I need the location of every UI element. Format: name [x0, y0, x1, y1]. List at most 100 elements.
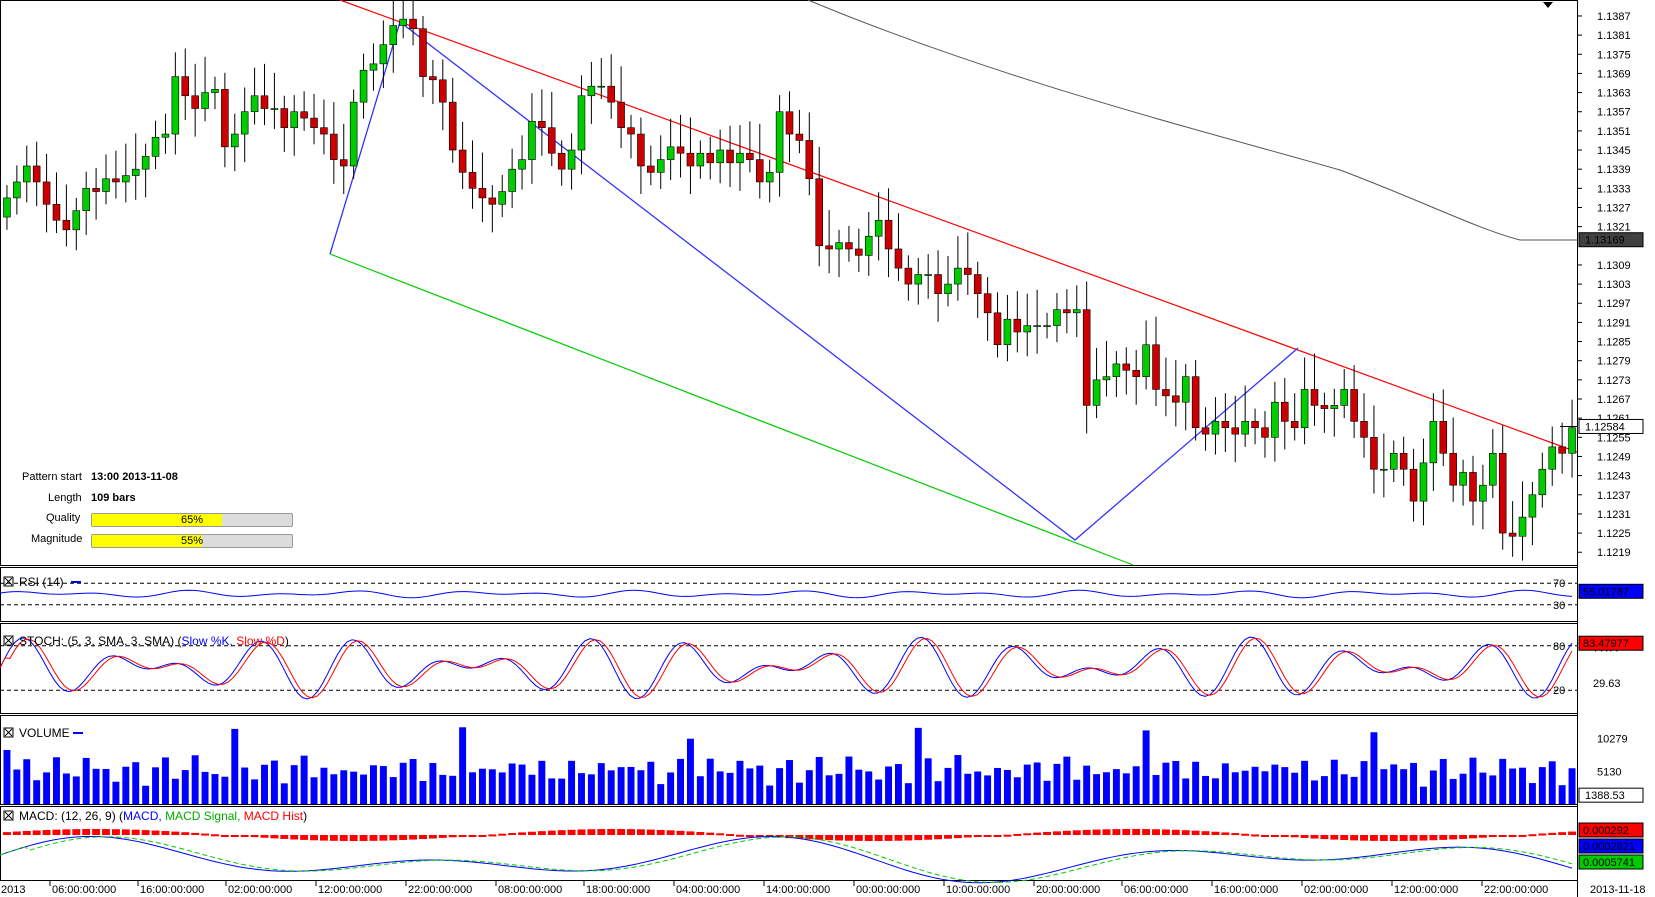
time-tick-label: 10:00:00:000 [946, 884, 1010, 896]
price-tick-label: 1.1327 [1597, 202, 1631, 214]
stoch-close-icon[interactable] [3, 635, 14, 646]
volume-bar [1112, 769, 1120, 804]
volume-bar [1003, 769, 1011, 804]
macd-hist-bar [300, 835, 309, 840]
volume-bar [1320, 776, 1328, 804]
candle-body [518, 159, 526, 170]
price-tick-label: 1.1333 [1597, 183, 1631, 195]
macd-hist-bar [1300, 835, 1309, 838]
macd-hist-bar [1568, 831, 1577, 835]
rsi-header[interactable]: RSI (14) [3, 575, 81, 589]
volume-bar [944, 767, 952, 804]
macd-hist-bar [220, 834, 229, 837]
stoch-header[interactable]: STOCH: (5, 3, SMA, 3, SMA) (Slow %K, Slo… [3, 634, 289, 648]
macd-hist-bar [765, 835, 774, 837]
candle-body [320, 127, 328, 135]
plot-areas [0, 0, 1578, 897]
macd-hist-bar [1498, 835, 1507, 837]
candle-body [92, 188, 100, 192]
volume-bar [1528, 783, 1536, 804]
rsi-close-icon[interactable] [3, 576, 14, 587]
macd-hist-bar [1082, 829, 1091, 835]
macd-hist-bar [1270, 835, 1279, 837]
time-tick-label: 02:00:00:000 [228, 884, 292, 896]
volume-bar [1221, 763, 1229, 804]
volume-bar [587, 774, 595, 804]
macd-hist-bar [1409, 835, 1418, 841]
support-line [329, 253, 1134, 566]
macd-hist-bar [884, 835, 893, 841]
volume-bar [211, 774, 219, 804]
candle-body [1112, 363, 1121, 377]
macd-hist-bar [191, 832, 200, 835]
volume-bar [934, 781, 942, 804]
candle-body [894, 248, 903, 269]
candle-body [22, 165, 31, 183]
macd-close-icon[interactable] [3, 810, 14, 821]
volume-bar [1063, 756, 1071, 804]
macd-hist-bar [1379, 835, 1388, 841]
volume-bar [1182, 778, 1190, 804]
rsi-value-label: 55.01787 [1583, 586, 1629, 598]
macd-hist-bar [468, 835, 477, 837]
macd-hist-bar [1330, 835, 1339, 840]
time-tick-label: 06:00:00:000 [1124, 884, 1188, 896]
candle-body [557, 152, 566, 170]
candle-body [1300, 389, 1309, 429]
macd-value-box [1578, 822, 1644, 838]
volume-bar [756, 765, 764, 804]
price-tick-label: 1.1237 [1597, 490, 1631, 502]
volume-bar [449, 775, 457, 804]
candle-body [310, 117, 318, 128]
macd-hist-bar [706, 832, 715, 835]
candle-body [151, 136, 160, 157]
candle-body [656, 159, 665, 173]
macd-header[interactable]: MACD: (12, 26, 9) (MACD, MACD Signal, MA… [3, 809, 307, 823]
macd-hist-bar [726, 834, 735, 837]
candle-body [1538, 468, 1547, 496]
volume-bar [1202, 775, 1210, 804]
volume-bar [795, 782, 803, 804]
macd-hist-bar [527, 831, 536, 835]
volume-header[interactable]: VOLUME [3, 726, 83, 740]
macd-hist-bar [934, 835, 943, 840]
volume-bar [805, 770, 813, 804]
candle-body [1340, 389, 1348, 406]
candle-body [458, 149, 467, 173]
macd-hist-bar [1360, 835, 1368, 841]
candle-body [1172, 395, 1180, 403]
volume-bar [974, 771, 982, 804]
volume-bar [1192, 761, 1200, 804]
candle-body [1241, 421, 1249, 435]
volume-bar [1449, 778, 1457, 804]
macd-hist-bar [498, 833, 507, 836]
rsi-level-label: 30 [1553, 600, 1565, 612]
volume-value-label: 1388.53 [1585, 790, 1625, 802]
time-axis: 2013 06:00:00:000 16:00:00:000 02:00:00:000… [1, 880, 1645, 896]
chevron-down-icon[interactable] [1543, 2, 1553, 8]
candle-body [1162, 389, 1170, 397]
macd-hist-bar [1478, 835, 1487, 838]
macd-hist-bar [1092, 829, 1101, 835]
rsi-label: RSI (14) [19, 575, 64, 589]
macd-hist-bar [1112, 829, 1121, 835]
macd-hist-bar [1132, 829, 1141, 835]
macd-hist-bar [924, 835, 933, 840]
macd-hist-bar [825, 835, 834, 841]
candle-body [993, 312, 1002, 346]
volume-bar [994, 767, 1001, 804]
candle-body [389, 25, 398, 45]
volume-bar [746, 768, 754, 804]
volume-close-icon[interactable] [3, 727, 14, 738]
macd-hist-bar [1538, 833, 1547, 836]
last-price-label-box [1578, 418, 1644, 434]
candle-body [706, 152, 715, 164]
macd-hist-bar [319, 835, 328, 841]
candle-body [805, 140, 814, 180]
macd-hist-bar [488, 834, 497, 837]
macd-hist-bar [1062, 830, 1071, 835]
macd-hist-bar [676, 830, 685, 835]
price-tick-label: 1.1357 [1597, 107, 1631, 119]
macd-hist-bar [874, 835, 883, 841]
